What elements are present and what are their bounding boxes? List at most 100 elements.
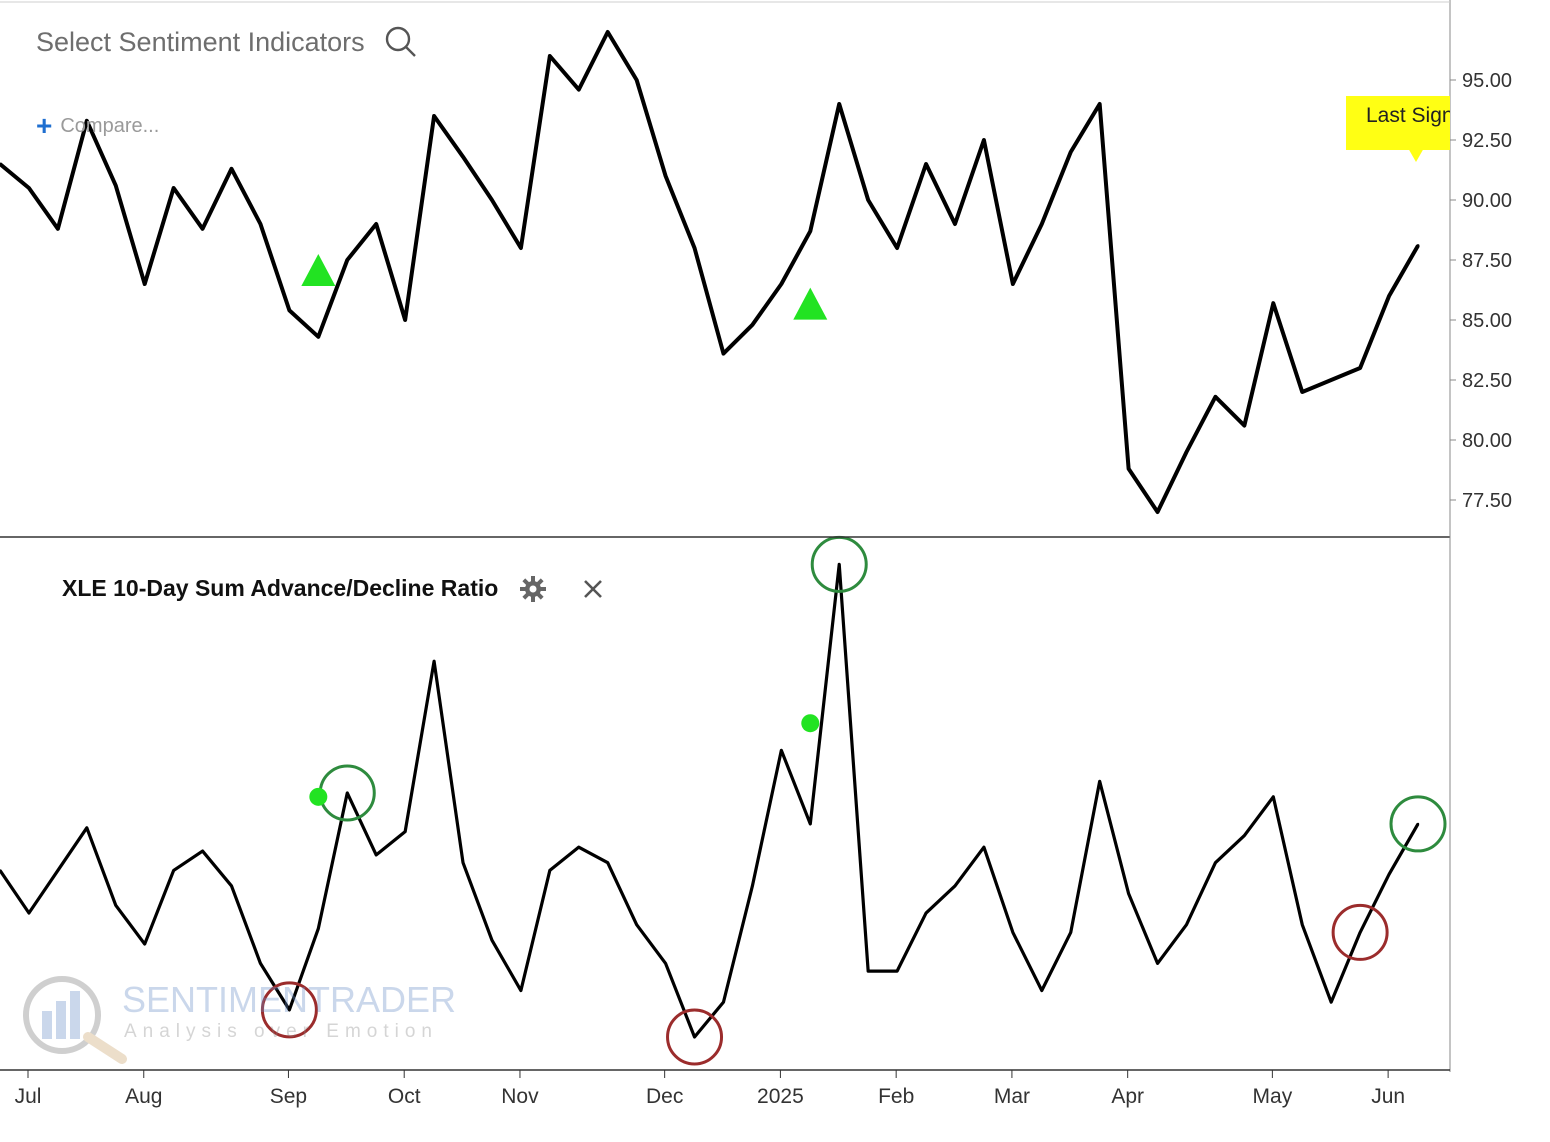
x-tick-label: May xyxy=(1253,1085,1293,1108)
price-panel xyxy=(0,30,1420,514)
price-point xyxy=(1387,294,1391,298)
price-line xyxy=(0,30,1420,514)
x-tick-label: Oct xyxy=(388,1085,421,1108)
indicator-point xyxy=(230,884,233,888)
indicator-point xyxy=(780,749,783,752)
indicator-point xyxy=(722,1000,725,1004)
x-tick-label: Mar xyxy=(994,1085,1030,1108)
x-tick-label: Apr xyxy=(1111,1085,1144,1108)
indicator-point xyxy=(548,869,552,872)
indicator-point xyxy=(172,869,175,872)
price-point xyxy=(577,88,581,92)
price-point xyxy=(1416,244,1420,248)
indicator-point xyxy=(259,962,262,965)
indicator-point xyxy=(317,927,320,930)
trough-highlight-circle xyxy=(1331,903,1389,961)
last-signal-pointer xyxy=(1408,148,1424,162)
price-point xyxy=(258,222,262,226)
price-point xyxy=(114,184,118,188)
indicator-point xyxy=(1011,931,1015,934)
price-point xyxy=(519,246,523,250)
y-tick-label: 85.00 xyxy=(1462,310,1512,332)
price-point xyxy=(27,186,31,190)
indicator-point xyxy=(1127,892,1130,895)
x-tick-label: Sep xyxy=(270,1085,307,1108)
indicator-point xyxy=(461,861,465,864)
price-point xyxy=(1213,395,1217,399)
indicator-point xyxy=(953,884,957,888)
price-point xyxy=(201,227,205,231)
price-point xyxy=(345,258,349,262)
watermark-tagline: Analysis over Emotion xyxy=(124,1021,438,1042)
indicator-point xyxy=(143,942,146,946)
indicator-point xyxy=(56,869,60,872)
price-point xyxy=(1358,366,1362,370)
search-label[interactable]: Select Sentiment Indicators xyxy=(36,26,365,57)
price-point xyxy=(606,30,610,34)
indicator-point xyxy=(1387,873,1391,876)
price-point xyxy=(374,222,378,226)
x-tick-label: Aug xyxy=(125,1085,162,1108)
indicator-point xyxy=(1243,834,1246,837)
watermark-logo xyxy=(23,976,127,1064)
watermark: SENTIMENTRADER Analysis over Emotion xyxy=(18,975,458,1065)
y-tick-label: 87.50 xyxy=(1462,250,1512,272)
indicator-point xyxy=(1185,923,1188,926)
y-tick-label: 77.50 xyxy=(1462,490,1512,512)
close-icon[interactable] xyxy=(582,578,604,600)
price-point xyxy=(1300,390,1304,394)
indicator-point xyxy=(0,869,2,872)
price-point xyxy=(1069,150,1073,154)
trough-highlight-circle xyxy=(666,1008,724,1066)
plus-icon[interactable]: + xyxy=(36,110,53,141)
price-point xyxy=(837,102,841,106)
indicator-point xyxy=(838,563,841,566)
indicator-point xyxy=(693,1035,696,1039)
price-point xyxy=(403,318,407,322)
gear-icon[interactable] xyxy=(520,575,547,602)
price-point xyxy=(1127,467,1131,471)
price-point xyxy=(924,162,928,166)
indicator-point xyxy=(519,989,523,992)
indicator-line xyxy=(0,562,1420,1039)
indicator-point xyxy=(664,962,667,965)
price-point xyxy=(721,352,725,356)
indicator-point xyxy=(1301,923,1304,926)
x-tick-label: Feb xyxy=(878,1085,914,1108)
indicator-point xyxy=(1272,795,1275,799)
price-point xyxy=(432,114,436,118)
price-point xyxy=(1011,282,1015,286)
price-point xyxy=(143,282,147,286)
y-tick-label: 92.50 xyxy=(1462,130,1512,152)
axes: 77.50 80.00 82.50 85.00 87.50 90.00 92.50 95.00… xyxy=(0,0,1512,1108)
indicator-point xyxy=(1156,962,1159,965)
price-point xyxy=(172,186,176,190)
price-point xyxy=(56,227,60,231)
buy-signal-marker xyxy=(301,254,336,286)
indicator-point xyxy=(1098,780,1101,783)
indicator-search[interactable]: Select Sentiment Indicators xyxy=(36,26,417,58)
compare-button[interactable]: + Compare... xyxy=(36,112,159,140)
price-point xyxy=(316,335,320,339)
price-point xyxy=(1098,102,1102,106)
last-signal-label: Last Signal xyxy=(1366,104,1450,127)
indicator-point xyxy=(490,938,494,942)
price-point xyxy=(1242,424,1246,428)
price-point xyxy=(664,174,668,178)
price-point xyxy=(750,323,754,327)
x-tick-label: Jul xyxy=(15,1085,42,1108)
search-icon[interactable] xyxy=(385,26,417,58)
last-signal-callout: Last Signal xyxy=(1346,96,1450,150)
indicator-point xyxy=(201,849,204,853)
price-point xyxy=(1184,450,1188,454)
indicator-header: XLE 10-Day Sum Advance/Decline Ratio xyxy=(62,575,604,602)
indicator-point xyxy=(288,1008,291,1012)
indicator-point xyxy=(85,826,89,830)
indicator-point xyxy=(606,861,609,864)
y-tick-label: 82.50 xyxy=(1462,370,1512,392)
signal-dot xyxy=(801,714,820,733)
indicator-point xyxy=(1358,931,1362,934)
compare-label[interactable]: Compare... xyxy=(60,114,160,137)
indicator-point xyxy=(895,969,899,973)
